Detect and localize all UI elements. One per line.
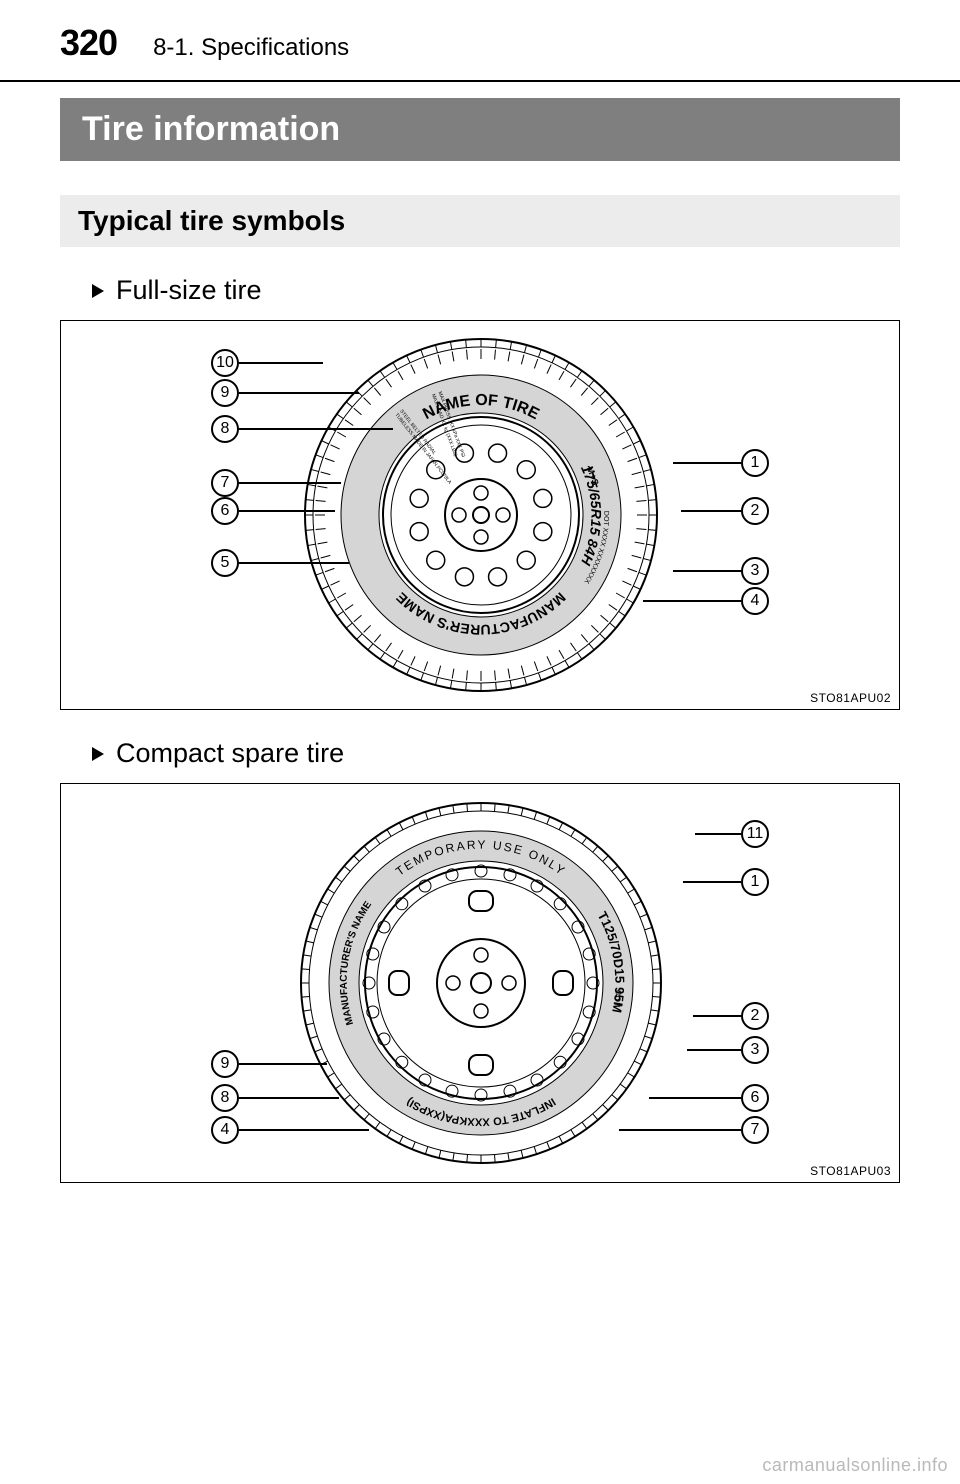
callout-leader [673, 462, 741, 464]
callout-6: 6 [211, 497, 335, 525]
callout-leader [239, 1129, 369, 1131]
callout-2: 2 [681, 497, 769, 525]
callout-number: 2 [741, 1002, 769, 1030]
page-title: Tire information [60, 98, 900, 161]
callout-leader [619, 1129, 741, 1131]
callout-8: 8 [211, 1084, 339, 1112]
callout-2: 2 [693, 1002, 769, 1030]
section-heading: Typical tire symbols [60, 195, 900, 247]
callout-3: 3 [673, 557, 769, 585]
callout-leader [239, 482, 341, 484]
figure-compact-spare-tire: TEMPORARY USE ONLY T125/70D15 95M MANUFA… [60, 783, 900, 1183]
page-number: 320 [60, 22, 117, 64]
callout-leader [681, 510, 741, 512]
callout-number: 2 [741, 497, 769, 525]
header-rule [0, 80, 960, 82]
callout-number: 7 [741, 1116, 769, 1144]
callout-4: 4 [211, 1116, 369, 1144]
callout-number: 11 [741, 820, 769, 848]
callout-number: 4 [741, 587, 769, 615]
subheading-label: Full-size tire [116, 275, 262, 306]
callout-number: 9 [211, 1050, 239, 1078]
callout-3: 3 [687, 1036, 769, 1064]
callout-1: 1 [683, 868, 769, 896]
callout-11: 11 [695, 820, 769, 848]
callout-4: 4 [643, 587, 769, 615]
callout-number: 8 [211, 1084, 239, 1112]
callout-leader [673, 570, 741, 572]
callout-number: 1 [741, 449, 769, 477]
callout-leader [239, 1063, 327, 1065]
triangle-icon [92, 284, 104, 298]
page-header: 320 8-1. Specifications [0, 0, 960, 74]
page: 320 8-1. Specifications Tire information… [0, 0, 960, 1484]
callout-number: 3 [741, 557, 769, 585]
callout-9: 9 [211, 379, 359, 407]
callout-leader [693, 1015, 741, 1017]
callout-number: 6 [741, 1084, 769, 1112]
callout-6: 6 [649, 1084, 769, 1112]
figure-id: STO81APU03 [810, 1164, 891, 1178]
chapter-label: 8-1. Specifications [153, 34, 349, 62]
callout-8: 8 [211, 415, 393, 443]
callout-10: 10 [211, 349, 323, 377]
tire-diagram-1: NAME OF TIRE 175/65R15 84H MANUFACTURER'… [61, 321, 901, 709]
callout-leader [239, 1097, 339, 1099]
callout-leader [683, 881, 741, 883]
callout-leader [239, 562, 349, 564]
callout-leader [649, 1097, 741, 1099]
subheading-compact-spare: Compact spare tire [92, 738, 900, 769]
watermark: carmanualsonline.info [762, 1455, 948, 1476]
callout-leader [239, 428, 393, 430]
callout-1: 1 [673, 449, 769, 477]
subheading-label: Compact spare tire [116, 738, 344, 769]
callout-number: 7 [211, 469, 239, 497]
callout-number: 10 [211, 349, 239, 377]
callout-leader [687, 1049, 741, 1051]
callout-leader [239, 392, 359, 394]
figure-id: STO81APU02 [810, 691, 891, 705]
callout-number: 1 [741, 868, 769, 896]
callout-7: 7 [619, 1116, 769, 1144]
callout-leader [239, 510, 335, 512]
callout-number: 5 [211, 549, 239, 577]
callout-number: 4 [211, 1116, 239, 1144]
callout-number: 8 [211, 415, 239, 443]
tire-diagram-2: TEMPORARY USE ONLY T125/70D15 95M MANUFA… [61, 784, 901, 1182]
callout-leader [239, 362, 323, 364]
callout-7: 7 [211, 469, 341, 497]
callout-leader [643, 600, 741, 602]
callout-leader [695, 833, 741, 835]
callout-number: 6 [211, 497, 239, 525]
subheading-full-size: Full-size tire [92, 275, 900, 306]
callout-number: 3 [741, 1036, 769, 1064]
figure-full-size-tire: NAME OF TIRE 175/65R15 84H MANUFACTURER'… [60, 320, 900, 710]
callout-9: 9 [211, 1050, 327, 1078]
triangle-icon [92, 747, 104, 761]
callout-number: 9 [211, 379, 239, 407]
callout-5: 5 [211, 549, 349, 577]
